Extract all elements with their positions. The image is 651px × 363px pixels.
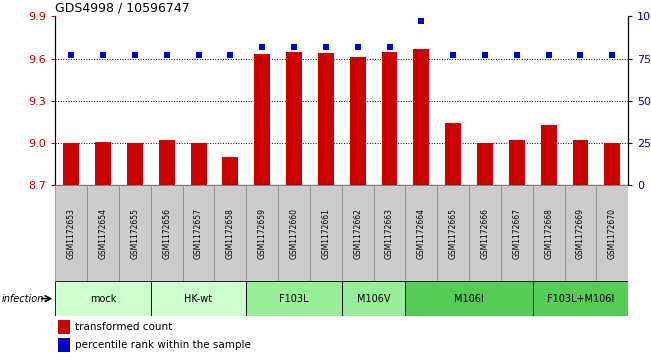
Text: GSM1172662: GSM1172662 bbox=[353, 208, 362, 259]
Text: mock: mock bbox=[90, 294, 117, 303]
Bar bbox=[533, 281, 628, 316]
Point bbox=[289, 44, 299, 50]
Bar bbox=[278, 185, 310, 281]
Bar bbox=[445, 123, 461, 185]
Bar bbox=[477, 143, 493, 185]
Bar bbox=[342, 281, 406, 316]
Point bbox=[98, 52, 108, 58]
Bar bbox=[413, 49, 429, 185]
Point bbox=[480, 52, 490, 58]
Bar bbox=[533, 185, 564, 281]
Bar bbox=[127, 143, 143, 185]
Bar bbox=[406, 185, 437, 281]
Text: GSM1172657: GSM1172657 bbox=[194, 208, 203, 259]
Bar bbox=[191, 143, 206, 185]
Point bbox=[225, 52, 236, 58]
Point bbox=[257, 44, 268, 50]
Text: GSM1172663: GSM1172663 bbox=[385, 208, 394, 259]
Point bbox=[321, 44, 331, 50]
Text: infection: infection bbox=[2, 294, 44, 303]
Text: GSM1172655: GSM1172655 bbox=[130, 208, 139, 259]
Bar bbox=[58, 338, 70, 352]
Bar bbox=[55, 185, 87, 281]
Text: GSM1172670: GSM1172670 bbox=[608, 208, 616, 259]
Text: F103L+M106I: F103L+M106I bbox=[547, 294, 614, 303]
Bar bbox=[151, 281, 246, 316]
Text: M106I: M106I bbox=[454, 294, 484, 303]
Bar bbox=[55, 281, 151, 316]
Text: GSM1172667: GSM1172667 bbox=[512, 208, 521, 259]
Point bbox=[448, 52, 458, 58]
Bar bbox=[350, 57, 366, 185]
Bar bbox=[509, 140, 525, 185]
Bar bbox=[572, 140, 589, 185]
Point bbox=[416, 19, 426, 24]
Text: GSM1172654: GSM1172654 bbox=[98, 208, 107, 259]
Bar bbox=[501, 185, 533, 281]
Bar bbox=[564, 185, 596, 281]
Bar bbox=[119, 185, 151, 281]
Bar bbox=[374, 185, 406, 281]
Text: M106V: M106V bbox=[357, 294, 391, 303]
Bar bbox=[286, 52, 302, 185]
Bar bbox=[310, 185, 342, 281]
Point bbox=[66, 52, 76, 58]
Bar bbox=[437, 185, 469, 281]
Bar bbox=[159, 140, 174, 185]
Text: GSM1172658: GSM1172658 bbox=[226, 208, 235, 259]
Text: GDS4998 / 10596747: GDS4998 / 10596747 bbox=[55, 1, 190, 15]
Bar bbox=[246, 281, 342, 316]
Text: HK-wt: HK-wt bbox=[184, 294, 213, 303]
Bar bbox=[318, 53, 334, 185]
Bar bbox=[183, 185, 214, 281]
Bar bbox=[246, 185, 278, 281]
Text: GSM1172653: GSM1172653 bbox=[67, 208, 76, 259]
Bar bbox=[604, 143, 620, 185]
Bar bbox=[469, 185, 501, 281]
Point bbox=[161, 52, 172, 58]
Text: GSM1172661: GSM1172661 bbox=[322, 208, 330, 259]
Text: GSM1172665: GSM1172665 bbox=[449, 208, 458, 259]
Point bbox=[193, 52, 204, 58]
Point bbox=[130, 52, 140, 58]
Point bbox=[544, 52, 554, 58]
Text: F103L: F103L bbox=[279, 294, 309, 303]
Bar bbox=[255, 54, 270, 185]
Text: percentile rank within the sample: percentile rank within the sample bbox=[76, 340, 251, 350]
Text: GSM1172668: GSM1172668 bbox=[544, 208, 553, 259]
Text: GSM1172669: GSM1172669 bbox=[576, 208, 585, 259]
Bar bbox=[87, 185, 119, 281]
Point bbox=[352, 44, 363, 50]
Text: GSM1172664: GSM1172664 bbox=[417, 208, 426, 259]
Text: GSM1172666: GSM1172666 bbox=[480, 208, 490, 259]
Point bbox=[384, 44, 395, 50]
Bar bbox=[596, 185, 628, 281]
Bar bbox=[223, 157, 238, 185]
Bar bbox=[406, 281, 533, 316]
Point bbox=[607, 52, 618, 58]
Point bbox=[575, 52, 586, 58]
Bar bbox=[63, 143, 79, 185]
Text: transformed count: transformed count bbox=[76, 322, 173, 332]
Bar bbox=[342, 185, 374, 281]
Bar bbox=[58, 320, 70, 334]
Point bbox=[512, 52, 522, 58]
Bar bbox=[541, 125, 557, 185]
Text: GSM1172656: GSM1172656 bbox=[162, 208, 171, 259]
Text: GSM1172660: GSM1172660 bbox=[290, 208, 299, 259]
Bar bbox=[151, 185, 183, 281]
Bar bbox=[381, 52, 398, 185]
Text: GSM1172659: GSM1172659 bbox=[258, 208, 267, 259]
Bar bbox=[95, 142, 111, 185]
Bar bbox=[214, 185, 246, 281]
